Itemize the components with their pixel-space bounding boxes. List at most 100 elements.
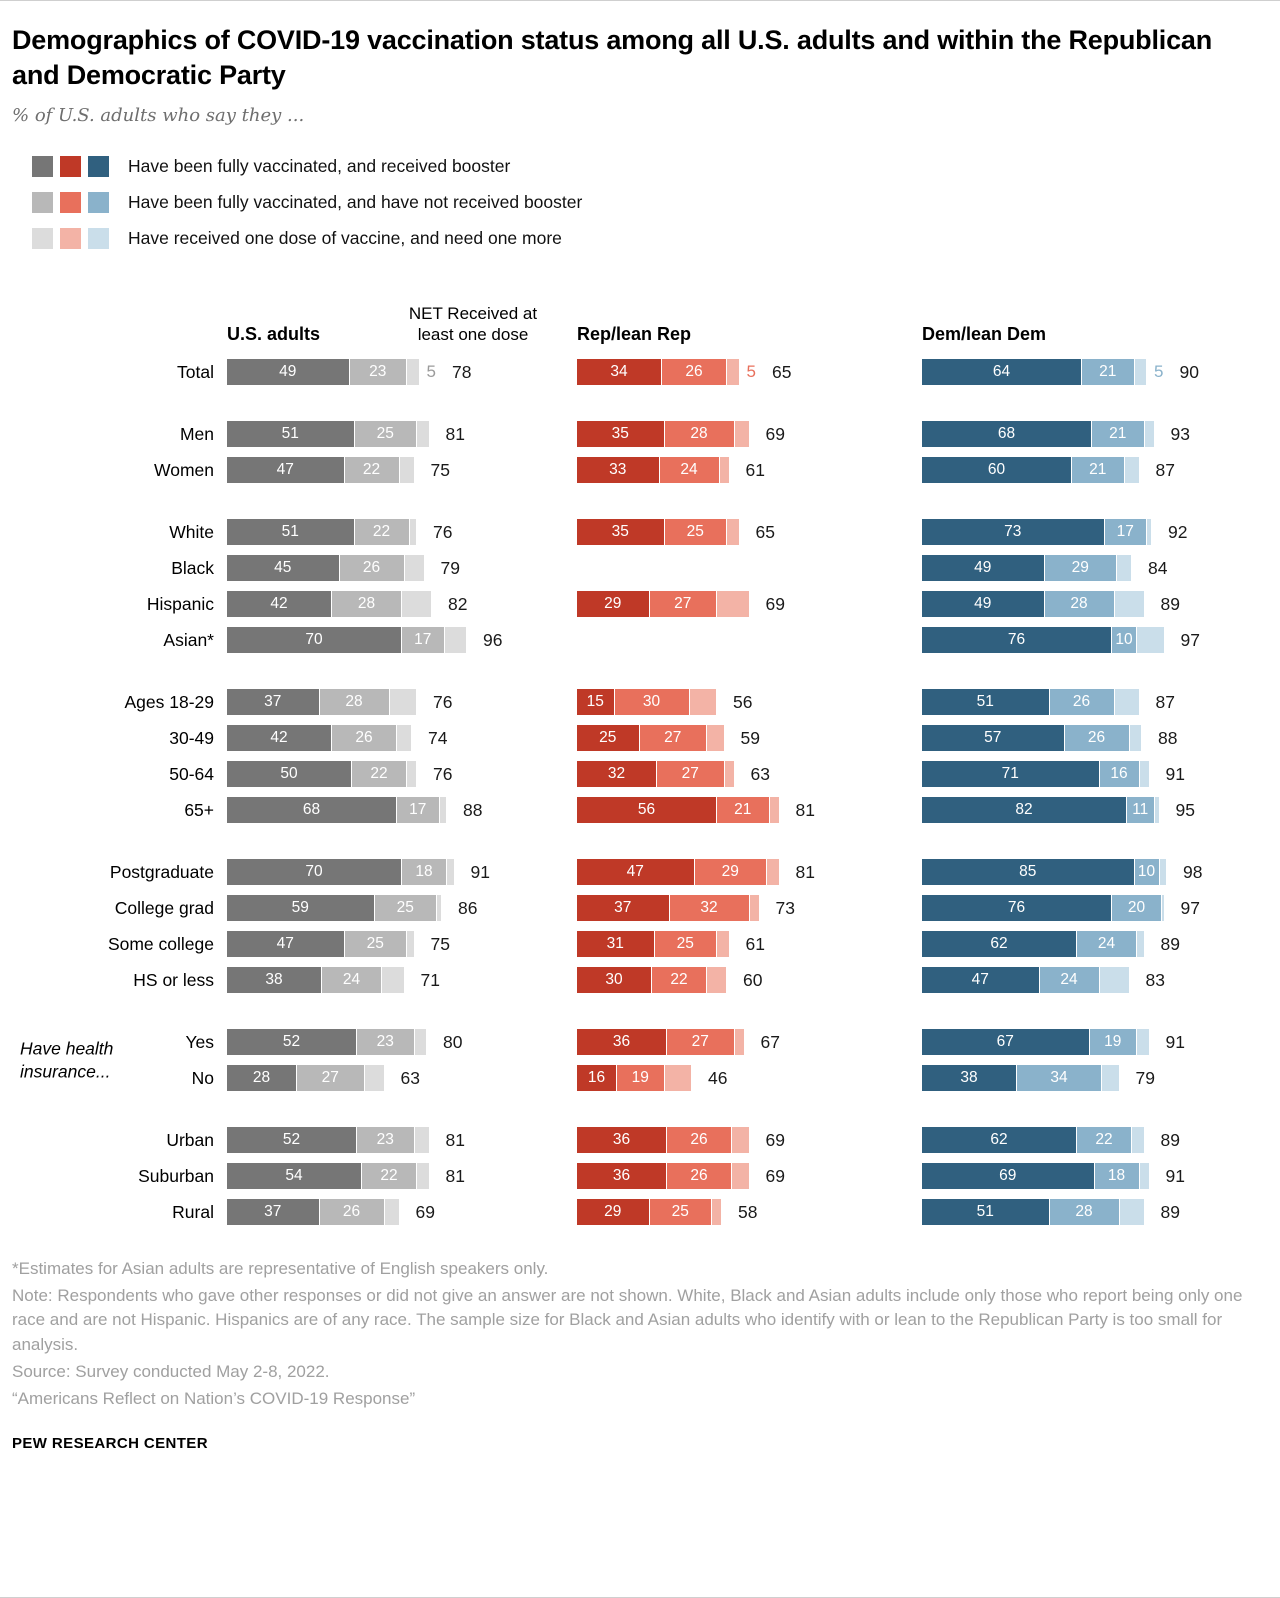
rep-bar-cell: 33 24 61 xyxy=(577,457,922,484)
rep-bar-cell: 34 26 5 65 xyxy=(577,359,922,386)
chart-row: HS or less 38 24 71 30 22 60 47 24 83 xyxy=(12,967,1266,994)
bar-segment xyxy=(767,859,780,886)
dem-stacked-bar: 64 21 xyxy=(922,359,1147,386)
us-stacked-bar: 38 24 xyxy=(227,967,405,994)
bar-segment: 57 xyxy=(922,725,1065,752)
bar-segment xyxy=(1144,421,1155,448)
net-value-label: 96 xyxy=(483,629,503,650)
rep-bar-cell: 30 22 60 xyxy=(577,967,922,994)
rep-stacked-bar: 37 32 xyxy=(577,895,760,922)
bar-segment: 24 xyxy=(1077,931,1137,958)
us-bar-cell: 45 26 79 xyxy=(227,555,577,582)
rep-stacked-bar: 36 26 xyxy=(577,1127,750,1154)
bar-segment xyxy=(727,519,740,546)
net-value-label: 65 xyxy=(755,521,775,542)
bar-segment: 16 xyxy=(577,1065,617,1092)
us-bar-cell: 49 23 5 78 xyxy=(227,359,577,386)
bar-segment: 51 xyxy=(922,1199,1050,1226)
bar-segment xyxy=(1154,797,1160,824)
us-stacked-bar: 70 18 xyxy=(227,859,455,886)
bar-segment: 42 xyxy=(227,725,332,752)
rep-bar-cell: 25 27 59 xyxy=(577,725,922,752)
bar-segment: 25 xyxy=(374,895,437,922)
us-series-swatch xyxy=(32,192,53,214)
rep-stacked-bar: 56 21 xyxy=(577,797,780,824)
bar-segment: 27 xyxy=(649,591,717,618)
bar-segment xyxy=(732,1127,750,1154)
bar-segment: 18 xyxy=(1094,1163,1140,1190)
bar-segment: 15 xyxy=(577,689,615,716)
bar-segment: 25 xyxy=(354,421,417,448)
bar-segment: 23 xyxy=(349,359,407,386)
us-stacked-bar: 28 27 xyxy=(227,1065,385,1092)
dem-stacked-bar: 57 26 xyxy=(922,725,1142,752)
chart-row: Some college 47 25 75 31 25 61 62 24 89 xyxy=(12,931,1266,958)
chart-group: Urban 52 23 81 36 26 69 62 22 89 Suburban 54 22 81 36 2… xyxy=(12,1127,1266,1226)
net-value-label: 83 xyxy=(1145,969,1165,990)
bar-segment xyxy=(1147,519,1152,546)
bar-segment: 47 xyxy=(922,967,1040,994)
brand-pew-research-center: PEW RESEARCH CENTER xyxy=(12,1434,208,1452)
bar-segment: 23 xyxy=(357,1029,415,1056)
rep-bar-cell: 56 21 81 xyxy=(577,797,922,824)
chart-row: Postgraduate 70 18 91 47 29 81 85 10 98 xyxy=(12,859,1266,886)
net-value-label: 67 xyxy=(760,1031,780,1052)
bar-segment: 71 xyxy=(922,761,1100,788)
us-bar-cell: 52 23 81 xyxy=(227,1127,577,1154)
bar-segment: 60 xyxy=(922,457,1072,484)
us-stacked-bar: 52 23 xyxy=(227,1029,427,1056)
column-header-us-adults: U.S. adults xyxy=(227,324,321,345)
bar-segment xyxy=(404,555,425,582)
bar-segment: 25 xyxy=(654,931,717,958)
bar-segment xyxy=(717,931,730,958)
chart-row: Hispanic 42 28 82 29 27 69 49 28 89 xyxy=(12,591,1266,618)
bar-segment: 56 xyxy=(577,797,717,824)
bar-segment: 21 xyxy=(717,797,770,824)
net-value-label: 81 xyxy=(795,861,815,882)
bar-segment xyxy=(1159,859,1167,886)
bar-segment xyxy=(414,1029,427,1056)
bar-segment xyxy=(407,359,420,386)
net-value-label: 63 xyxy=(400,1067,420,1088)
dem-bar-cell: 51 28 89 xyxy=(922,1199,1266,1226)
bar-segment: 29 xyxy=(1044,555,1117,582)
us-stacked-bar: 49 23 xyxy=(227,359,420,386)
us-bar-cell: 51 25 81 xyxy=(227,421,577,448)
bar-segment: 85 xyxy=(922,859,1135,886)
row-label: White xyxy=(169,521,214,542)
bar-segment: 36 xyxy=(577,1163,667,1190)
dem-bar-cell: 49 29 84 xyxy=(922,555,1266,582)
net-value-label: 76 xyxy=(433,691,453,712)
net-value-label: 89 xyxy=(1160,593,1180,614)
dem-stacked-bar: 82 11 xyxy=(922,797,1160,824)
rep-stacked-bar: 31 25 xyxy=(577,931,730,958)
rep-bar-cell: 47 29 81 xyxy=(577,859,922,886)
net-value-label: 63 xyxy=(750,763,770,784)
bar-segment: 22 xyxy=(344,457,400,484)
dem-bar-cell: 57 26 88 xyxy=(922,725,1266,752)
net-value-label: 81 xyxy=(795,799,815,820)
bar-segment: 37 xyxy=(227,1199,320,1226)
bar-segment: 68 xyxy=(922,421,1092,448)
us-bar-cell: 37 28 76 xyxy=(227,689,577,716)
net-value-label: 84 xyxy=(1148,557,1168,578)
us-bar-cell: 68 17 88 xyxy=(227,797,577,824)
bar-segment xyxy=(769,797,780,824)
net-value-label: 74 xyxy=(428,727,448,748)
dem-stacked-bar: 60 21 xyxy=(922,457,1140,484)
bar-segment: 26 xyxy=(667,1127,732,1154)
net-value-label: 87 xyxy=(1155,691,1175,712)
chart: U.S. adults NET Received at least one do… xyxy=(12,289,1266,1226)
rep-bar-cell: 31 25 61 xyxy=(577,931,922,958)
rep-stacked-bar: 30 22 xyxy=(577,967,727,994)
rep-bar-cell: 16 19 46 xyxy=(577,1065,922,1092)
dem-bar-cell: 76 10 97 xyxy=(922,627,1266,654)
us-stacked-bar: 51 25 xyxy=(227,421,430,448)
net-value-label: 97 xyxy=(1180,629,1200,650)
net-value-label: 71 xyxy=(420,969,440,990)
row-label: Ages 18-29 xyxy=(124,691,214,712)
bar-segment: 18 xyxy=(402,859,447,886)
us-stacked-bar: 52 23 xyxy=(227,1127,430,1154)
chart-group: Ages 18-29 37 28 76 15 30 56 51 26 87 30-49 42 26 74 2… xyxy=(12,689,1266,824)
rep-stacked-bar: 25 27 xyxy=(577,725,725,752)
